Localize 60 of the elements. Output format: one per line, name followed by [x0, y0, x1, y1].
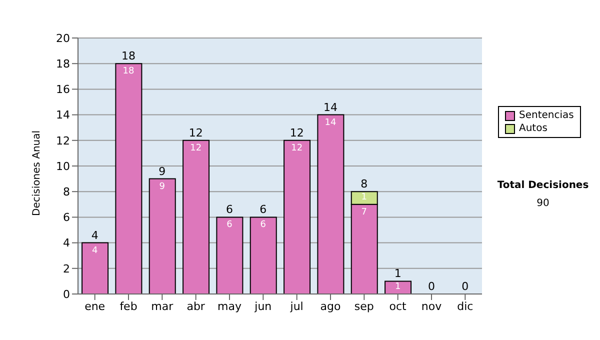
data-label: 1 — [361, 192, 368, 203]
y-tick-label: 14 — [56, 108, 70, 122]
y-tick-label: 0 — [63, 288, 70, 301]
y-tick-label: 18 — [56, 58, 70, 71]
x-tick-label: jun — [254, 300, 272, 313]
total-label: 0 — [428, 280, 435, 293]
x-tick-label: dic — [457, 300, 474, 313]
x-tick-label: feb — [120, 300, 138, 313]
y-tick-label: 8 — [63, 186, 70, 199]
bar — [182, 140, 210, 294]
data-label: 12 — [291, 143, 303, 154]
data-label: 18 — [122, 66, 134, 77]
data-label: 6 — [260, 220, 266, 230]
x-tick-label: abr — [186, 300, 206, 313]
y-tick-label: 6 — [63, 211, 70, 224]
data-label: 9 — [159, 182, 166, 192]
bar — [250, 216, 277, 294]
total-label: 6 — [260, 203, 267, 216]
total-label: 18 — [122, 50, 136, 63]
y-axis-title: Decisiones Anual — [32, 130, 43, 216]
bar — [284, 140, 311, 294]
total-label: 6 — [226, 203, 233, 216]
x-tick-label: may — [218, 300, 242, 313]
total-label: 4 — [91, 228, 98, 242]
y-tick-label: 10 — [56, 160, 70, 173]
x-tick-label: mar — [151, 300, 174, 313]
data-label: 1 — [394, 282, 401, 292]
legend-label: Autos — [519, 122, 548, 135]
y-tick-label: 16 — [56, 83, 70, 96]
bar — [82, 242, 109, 294]
text: 90 — [536, 198, 550, 209]
y-tick-label: 12 — [56, 134, 70, 148]
total-label: 14 — [324, 100, 338, 114]
total-label: 9 — [158, 164, 166, 178]
x-tick-label: ago — [320, 300, 341, 313]
total-label: 12 — [188, 126, 203, 140]
total-label: 8 — [360, 178, 368, 191]
legend-label: Sentencias — [519, 109, 574, 122]
data-label: 14 — [324, 118, 336, 128]
text: Total Decisiones — [496, 180, 590, 191]
y-tick-label: 4 — [63, 236, 70, 250]
data-label: 12 — [190, 143, 202, 154]
data-label: 4 — [92, 246, 98, 256]
bar — [317, 114, 344, 294]
data-label: 6 — [226, 220, 233, 230]
x-tick-label: nov — [421, 300, 442, 313]
total-label: 1 — [394, 267, 402, 280]
bar — [115, 63, 142, 294]
bar — [148, 178, 176, 294]
y-tick-label: 20 — [56, 32, 70, 45]
data-label: 7 — [361, 207, 368, 218]
total-label: 12 — [290, 126, 304, 140]
x-tick-label: oct — [389, 300, 408, 313]
y-tick-label: 2 — [63, 262, 70, 276]
bar — [384, 280, 412, 294]
x-tick-label: jul — [289, 300, 304, 313]
total-label: 0 — [462, 280, 469, 293]
x-tick-label: ene — [84, 300, 106, 313]
bar — [216, 216, 244, 294]
x-tick-label: sep — [354, 300, 374, 313]
